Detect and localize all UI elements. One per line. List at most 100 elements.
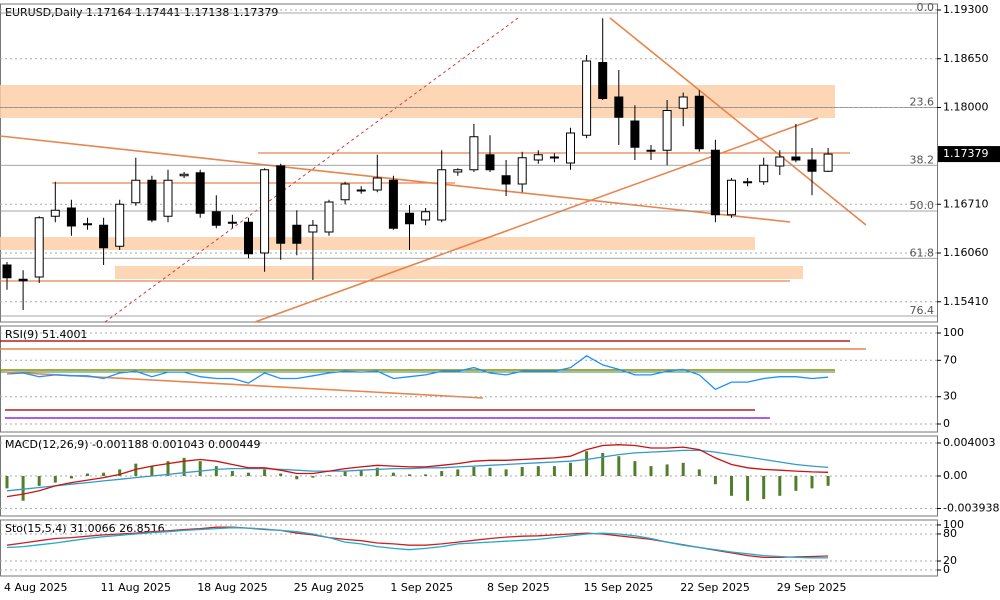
candle-body [260, 169, 270, 254]
candle-body [437, 169, 447, 221]
macd-bar [279, 473, 283, 476]
pane-title: MACD(12,26,9) -0.001188 0.001043 0.00044… [5, 438, 260, 451]
macd-bar [424, 474, 428, 476]
fib-trend [104, 17, 519, 323]
macd-bar [118, 469, 122, 476]
macd-bar [69, 476, 73, 479]
candle-body [115, 203, 125, 247]
y-tick-label: 20 [943, 554, 957, 567]
y-tick-label: 100 [943, 518, 964, 531]
x-tick-label: 11 Aug 2025 [101, 581, 171, 594]
candle-body [18, 278, 28, 282]
candle-body [356, 189, 366, 192]
candle-body [34, 217, 44, 278]
y-tick-label: 1.18650 [943, 52, 989, 65]
indicator-line [6, 355, 829, 391]
macd-bar [520, 466, 524, 476]
indicator-line [6, 444, 829, 498]
y-tick-label: 1.15410 [943, 295, 989, 308]
macd-bar [730, 476, 733, 496]
candle-body [694, 95, 704, 150]
y-tick-label: 0 [943, 417, 950, 430]
candle-body [533, 154, 543, 161]
y-tick-label: -0.003938 [943, 501, 999, 514]
macd-bar [408, 474, 411, 476]
pane-frame [0, 3, 938, 323]
macd-bar [166, 461, 170, 476]
candle-body [2, 264, 12, 279]
fib-label: 0.0 [917, 1, 935, 14]
fib-label: 76.4 [910, 304, 935, 317]
macd-bar [633, 461, 637, 476]
candle-body [791, 156, 801, 161]
pane-title: Sto(15,5,4) 31.0066 26.8516 [5, 522, 165, 535]
candle-body [775, 156, 785, 167]
y-tick-label: 0.004003 [943, 436, 996, 449]
zone [115, 266, 803, 279]
fib-label: 23.6 [910, 96, 935, 109]
candle-body [372, 177, 382, 191]
macd-bar [391, 472, 395, 476]
macd-bar [778, 476, 782, 496]
x-tick-label: 29 Sep 2025 [777, 581, 847, 594]
macd-bar [5, 476, 9, 489]
macd-bar [601, 452, 605, 476]
candle-body [163, 179, 173, 217]
macd-bar [536, 466, 540, 476]
x-tick-label: 4 Aug 2025 [4, 581, 67, 594]
candle-body [662, 110, 672, 151]
trend-line [609, 17, 867, 226]
macd-bar [311, 476, 315, 478]
candle-body [678, 96, 688, 109]
y-tick-label: 100 [943, 326, 964, 339]
y-tick-label: 1.16710 [943, 197, 989, 210]
macd-bar [810, 476, 814, 489]
indicator-line [6, 527, 829, 559]
y-tick-label: 80 [943, 527, 957, 540]
candle-body [566, 132, 575, 164]
y-tick-label: 1.18000 [943, 101, 989, 114]
candle-body [308, 224, 318, 233]
pane-title: RSI(9) 51.4001 [5, 328, 87, 341]
macd-bar [472, 466, 476, 476]
x-tick-label: 25 Aug 2025 [294, 581, 364, 594]
macd-bar [488, 467, 492, 476]
macd-bar [504, 469, 508, 476]
candle-body [195, 172, 205, 214]
fib-label: 38.2 [910, 153, 935, 166]
last-price-box [938, 146, 1000, 163]
y-tick-label: 1.19300 [943, 3, 989, 16]
macd-bar [359, 470, 363, 476]
macd-bar [440, 471, 444, 476]
y-tick-label: 1.16060 [943, 246, 989, 259]
candle-body [517, 157, 527, 185]
candle-body [147, 179, 157, 221]
macd-bar [375, 467, 379, 476]
macd-bar [552, 466, 556, 476]
macd-bar [665, 464, 669, 476]
candle-body [469, 136, 479, 171]
macd-bar [617, 456, 621, 476]
macd-bar [649, 466, 653, 476]
candle-body [743, 181, 753, 184]
pane-frame [0, 519, 938, 577]
macd-bar [102, 472, 106, 476]
candle-body [227, 221, 237, 224]
candle-body [582, 60, 592, 136]
candle-body [211, 211, 221, 226]
macd-bar [681, 462, 685, 476]
candle-body [131, 179, 141, 204]
candle-body [598, 62, 608, 99]
macd-bar [762, 476, 766, 500]
macd-bar [794, 476, 798, 491]
y-tick-label: 0 [943, 563, 950, 576]
macd-bar [150, 466, 154, 476]
candle-body [50, 209, 60, 217]
x-tick-label: 8 Sep 2025 [487, 581, 550, 594]
candle-body [244, 221, 253, 255]
candle-body [630, 120, 640, 148]
macd-bar [456, 469, 460, 476]
x-tick-label: 22 Sep 2025 [680, 581, 750, 594]
candle-body [485, 154, 495, 171]
candle-body [759, 164, 769, 183]
